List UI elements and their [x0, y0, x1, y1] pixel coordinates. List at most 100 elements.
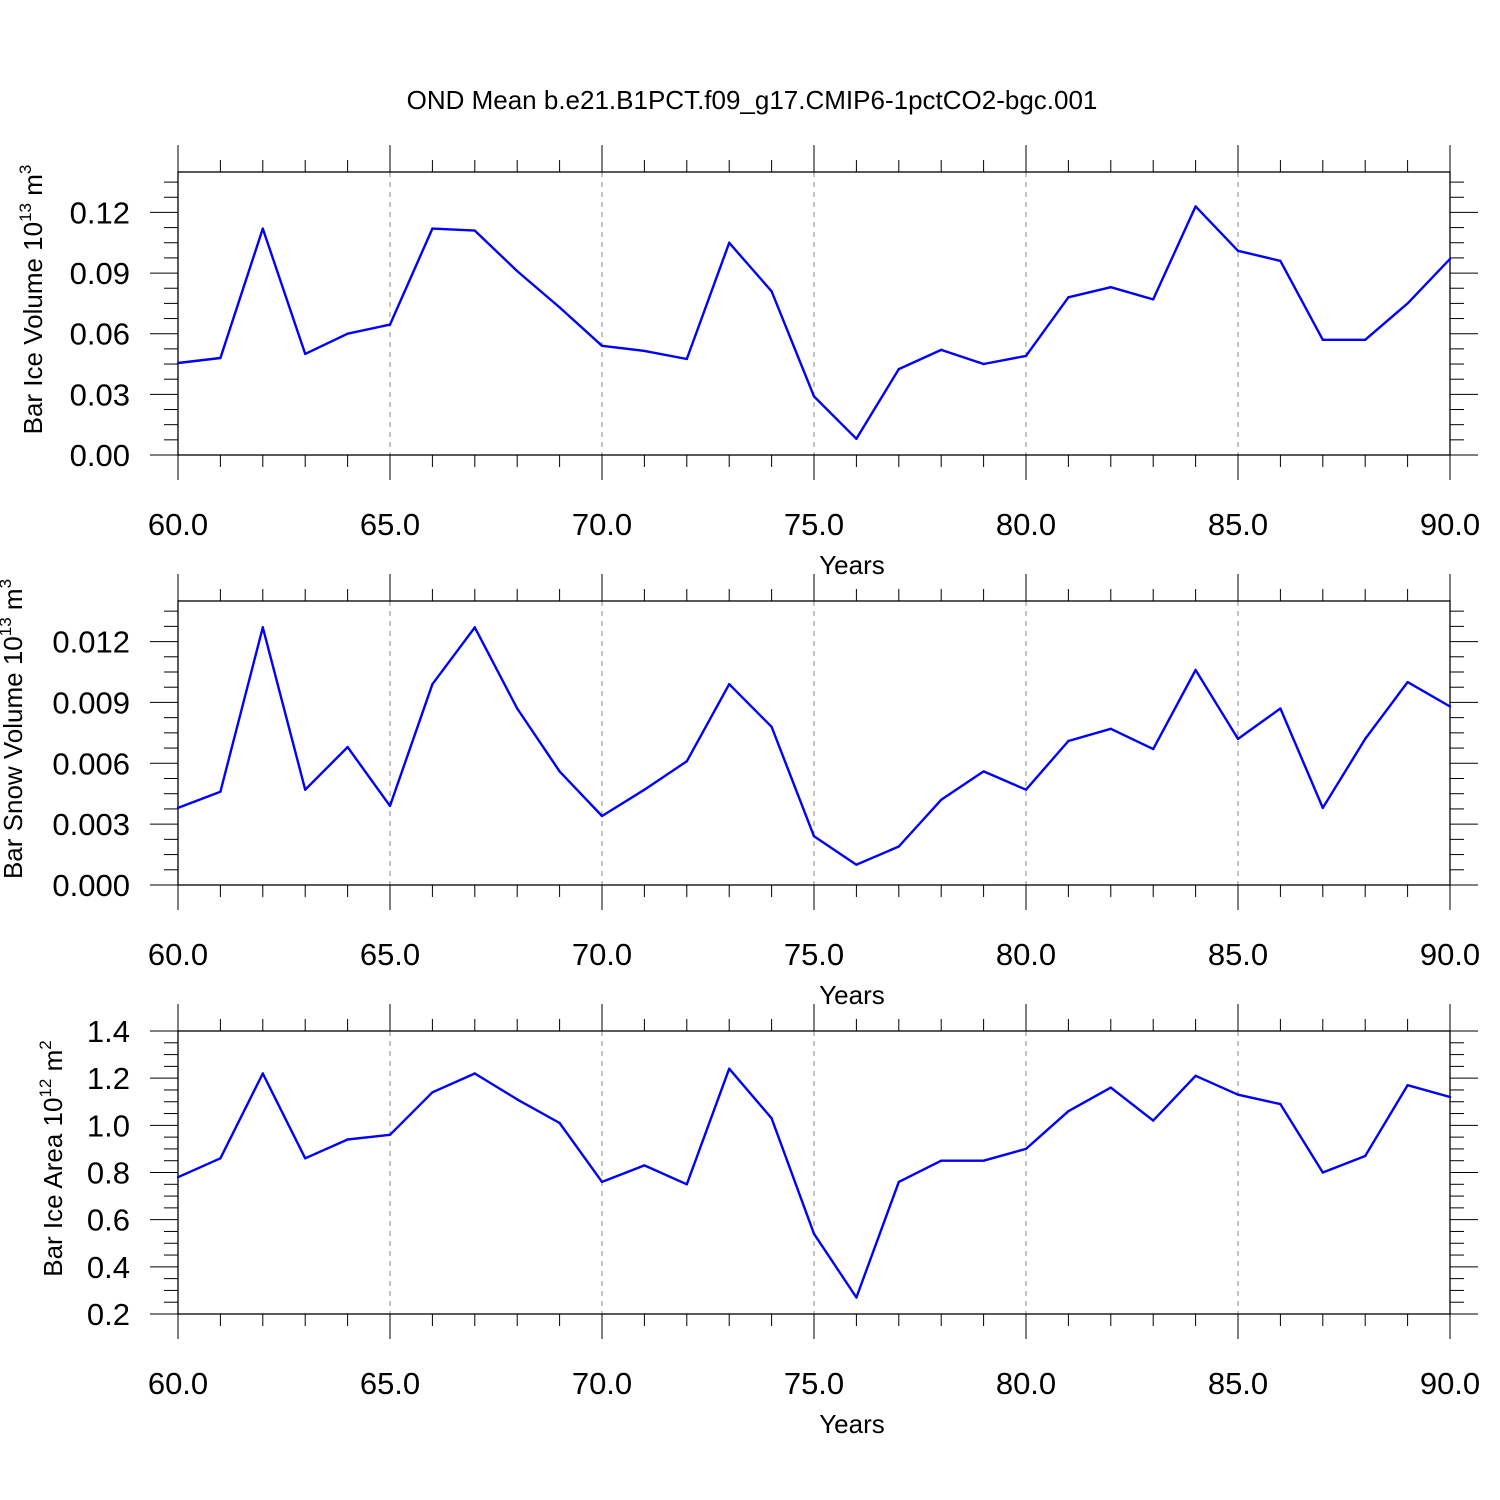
panel-1: 60.0 65.0 70.0 75.0 80.0 85.0 90.0 Years 0.00 0.0… [16, 145, 1480, 580]
data-point [812, 1232, 816, 1236]
y-tick-label: 0.8 [87, 1156, 130, 1191]
data-point [261, 1072, 264, 1075]
y-axis-label-unit-exp: 2 [36, 1040, 55, 1049]
data-point [176, 1176, 180, 1179]
y-axis-label-exp: 12 [36, 1079, 55, 1098]
data-point [431, 227, 434, 230]
data-point [1067, 296, 1070, 299]
data-point [1364, 737, 1367, 741]
y-axis-label-exp: 13 [16, 203, 35, 222]
data-point [388, 1133, 392, 1136]
data-point [812, 835, 816, 838]
x-tick-label: 65.0 [360, 937, 420, 972]
data-point [304, 352, 307, 356]
y-axis-label-main: Bar Ice Volume 10 [18, 222, 48, 434]
data-point [346, 745, 349, 749]
x-tick-label: 70.0 [572, 507, 632, 542]
data-point [728, 682, 731, 686]
x-tick-label: 75.0 [784, 937, 844, 972]
y-tick-label: 0.000 [52, 868, 130, 903]
data-point [1152, 298, 1155, 301]
data-point [1194, 668, 1197, 672]
y-axis-label-exp: 13 [0, 617, 15, 636]
data-point [1448, 257, 1452, 261]
y-tick-label: 0.03 [70, 377, 130, 412]
data-point [1321, 806, 1325, 810]
y-tick-label: 1.2 [87, 1061, 130, 1096]
y-axis-label-unit: m [0, 588, 28, 617]
x-axis-label: Years [819, 550, 885, 580]
y-tick-label: 0.003 [52, 807, 130, 842]
data-point [473, 1072, 476, 1075]
data-point [473, 626, 476, 629]
data-point [940, 1159, 943, 1162]
x-tick-label: 90.0 [1420, 937, 1480, 972]
data-point [600, 344, 604, 348]
data-point [1236, 249, 1240, 253]
x-axis-label: Years [819, 980, 885, 1010]
data-point [643, 1164, 646, 1167]
y-tick-label: 0.006 [52, 746, 130, 781]
x-tick-label: 85.0 [1208, 937, 1268, 972]
data-point [261, 626, 264, 629]
x-tick-label: 60.0 [148, 507, 208, 542]
data-point [1448, 705, 1452, 708]
data-point [1024, 788, 1028, 791]
data-point [643, 788, 646, 791]
x-tick-label: 70.0 [572, 1366, 632, 1401]
x-axis-label: Years [819, 1409, 885, 1439]
y-tick-label: 0.012 [52, 625, 130, 660]
x-tick-label: 65.0 [360, 1366, 420, 1401]
data-point [388, 804, 392, 808]
y-axis-label-unit: m [18, 174, 48, 203]
data-point [176, 361, 180, 365]
data-point [855, 1296, 858, 1299]
data-point [1406, 1084, 1409, 1087]
data-point [685, 1183, 688, 1186]
data-point [1321, 1171, 1325, 1174]
x-tick-label: 75.0 [784, 1366, 844, 1401]
data-point [940, 798, 943, 801]
data-point [855, 863, 858, 866]
data-point [770, 290, 773, 293]
x-tick-label: 80.0 [996, 937, 1056, 972]
y-tick-label: 1.0 [87, 1108, 130, 1143]
data-point [643, 349, 646, 353]
data-point [1236, 1093, 1240, 1096]
x-tick-label: 60.0 [148, 1366, 208, 1401]
data-point [558, 1121, 561, 1125]
data-point [1279, 1102, 1282, 1106]
data-point [431, 682, 434, 686]
panel-3: 60.0 65.0 70.0 75.0 80.0 85.0 90.0 Years 0.2 0.4 0… [36, 1004, 1480, 1439]
data-point [219, 1157, 222, 1160]
y-tick-label: 1.4 [87, 1014, 130, 1049]
data-point [855, 437, 858, 441]
y-axis-label: Bar Snow Volume 1013 m3 [0, 579, 28, 879]
data-point [982, 770, 985, 773]
data-point [1406, 302, 1409, 305]
x-tick-label: 90.0 [1420, 1366, 1480, 1401]
data-point [346, 332, 349, 335]
x-tick-label: 60.0 [148, 937, 208, 972]
data-point [728, 1067, 731, 1070]
data-point [982, 362, 985, 366]
y-axis-label-unit: m [38, 1050, 68, 1079]
data-point [600, 1180, 604, 1184]
data-point [1194, 1074, 1197, 1078]
x-tick-label: 80.0 [996, 1366, 1056, 1401]
x-tick-label: 85.0 [1208, 507, 1268, 542]
data-point [1067, 1109, 1070, 1113]
data-point [600, 814, 604, 818]
data-point [304, 788, 307, 791]
data-point [1236, 737, 1240, 741]
x-tick-label: 75.0 [784, 507, 844, 542]
y-tick-label: 0.009 [52, 685, 130, 720]
data-point [1109, 727, 1113, 730]
data-point [346, 1138, 349, 1141]
x-tick-label: 70.0 [572, 937, 632, 972]
data-point [1109, 1086, 1113, 1089]
x-tick-label: 90.0 [1420, 507, 1480, 542]
data-point [1152, 1119, 1155, 1122]
data-point [558, 306, 561, 309]
